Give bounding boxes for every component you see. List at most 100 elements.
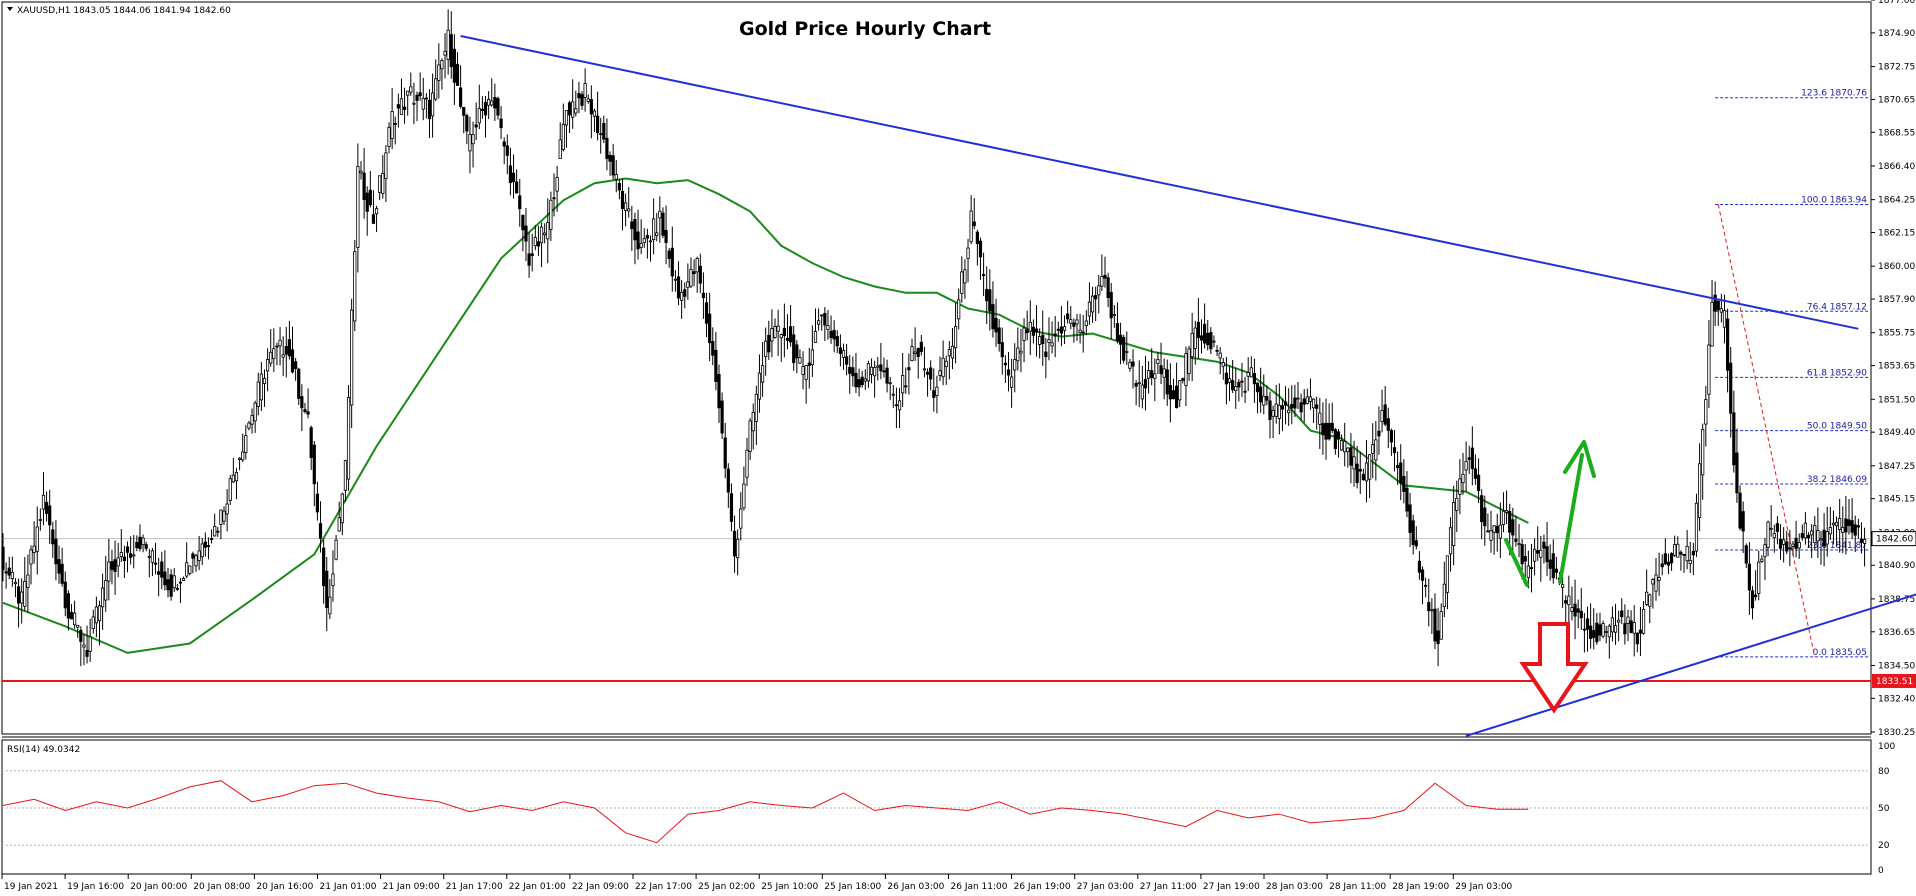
candle-body bbox=[845, 356, 849, 365]
candle-body bbox=[1072, 322, 1076, 327]
candle-body bbox=[1856, 525, 1860, 528]
candle-body bbox=[922, 368, 927, 371]
candle-body bbox=[527, 253, 531, 266]
candle-body bbox=[250, 415, 254, 425]
candle-body bbox=[1542, 541, 1546, 549]
candle-body bbox=[614, 174, 618, 180]
candle-body bbox=[1822, 529, 1826, 547]
candle-body bbox=[1324, 422, 1328, 440]
candle-body bbox=[337, 517, 341, 532]
candle-body bbox=[1844, 518, 1848, 533]
candle-body bbox=[1364, 462, 1369, 482]
bearish-trend-line bbox=[460, 35, 1859, 330]
candle-body bbox=[1097, 285, 1101, 296]
candle-body bbox=[1617, 619, 1621, 623]
candle-body bbox=[574, 108, 578, 114]
candle-body bbox=[1757, 561, 1761, 594]
bullish-support-line bbox=[1465, 593, 1916, 737]
candle-body bbox=[7, 567, 11, 576]
candle-body bbox=[708, 313, 712, 344]
candle-body bbox=[1339, 440, 1344, 451]
candle-body bbox=[1508, 510, 1512, 533]
candle-body bbox=[1626, 616, 1630, 624]
fib-level-label: 0.0 1835.05 bbox=[1813, 648, 1867, 658]
candle-body bbox=[1747, 563, 1751, 591]
candle-body bbox=[135, 542, 139, 549]
candle-body bbox=[754, 393, 758, 422]
candle-body bbox=[91, 616, 95, 629]
candle-body bbox=[160, 561, 164, 578]
candle-body bbox=[1641, 608, 1646, 634]
y-tick-label: 1866.40 bbox=[1878, 162, 1915, 172]
candle-body bbox=[1053, 333, 1057, 337]
candle-body bbox=[1458, 478, 1462, 495]
candle-body bbox=[804, 365, 808, 380]
candle-body bbox=[1788, 547, 1792, 550]
candle-body bbox=[396, 104, 400, 109]
candle-body bbox=[950, 345, 955, 359]
candle-body bbox=[1495, 525, 1499, 534]
candle-body bbox=[929, 367, 933, 380]
candle-body bbox=[125, 546, 130, 553]
candle-body bbox=[879, 364, 883, 372]
candle-body bbox=[1424, 584, 1428, 587]
x-tick-label: 27 Jan 03:00 bbox=[1077, 882, 1134, 892]
candle-body bbox=[119, 552, 123, 557]
candle-body bbox=[1648, 594, 1652, 607]
candle-body bbox=[1791, 543, 1795, 547]
candle-body bbox=[1131, 361, 1135, 367]
candle-body bbox=[888, 382, 892, 385]
annotation-arrows bbox=[1504, 440, 1596, 714]
candle-body bbox=[1498, 524, 1502, 539]
candle-body bbox=[1016, 347, 1020, 362]
candle-body bbox=[312, 444, 316, 485]
candle-body bbox=[216, 530, 220, 533]
candle-body bbox=[1062, 326, 1067, 331]
candle-body bbox=[742, 483, 746, 509]
candle-body bbox=[1433, 608, 1437, 642]
candle-body bbox=[1461, 473, 1465, 484]
candle-body bbox=[281, 354, 285, 358]
candle-body bbox=[723, 437, 727, 469]
candle-body bbox=[1480, 495, 1484, 523]
fib-level-label: 38.2 1846.09 bbox=[1807, 475, 1867, 485]
candle-body bbox=[1336, 431, 1341, 440]
candle-body bbox=[1554, 568, 1558, 573]
candle-body bbox=[169, 574, 173, 597]
candle-body bbox=[1106, 277, 1110, 298]
candle-body bbox=[530, 253, 534, 256]
y-tick-label: 1860.00 bbox=[1878, 262, 1915, 272]
x-tick-label: 22 Jan 01:00 bbox=[509, 882, 566, 892]
candle-body bbox=[374, 208, 379, 215]
candle-body bbox=[1402, 476, 1406, 492]
candle-body bbox=[1511, 519, 1515, 536]
y-tick-label: 1830.25 bbox=[1878, 728, 1915, 738]
candle-body bbox=[620, 191, 625, 209]
candle-body bbox=[1732, 412, 1736, 466]
candle-body bbox=[695, 258, 699, 273]
candle-body bbox=[1548, 559, 1552, 569]
candle-body bbox=[1346, 447, 1350, 452]
candle-body bbox=[552, 197, 556, 200]
candle-body bbox=[1632, 622, 1636, 634]
candle-body bbox=[325, 570, 329, 608]
candle-body bbox=[144, 544, 148, 549]
candle-body bbox=[683, 289, 687, 297]
candle-body bbox=[406, 90, 410, 96]
candle-body bbox=[194, 555, 198, 567]
candle-body bbox=[776, 325, 780, 332]
fib-level-label: 100.0 1863.94 bbox=[1801, 195, 1867, 205]
candle-body bbox=[26, 574, 30, 588]
candle-body bbox=[546, 222, 550, 240]
candle-body bbox=[991, 304, 995, 330]
candle-body bbox=[1536, 550, 1540, 554]
candle-body bbox=[1010, 376, 1014, 388]
candle-body bbox=[505, 145, 509, 156]
candle-body bbox=[1296, 397, 1300, 400]
x-tick-label: 21 Jan 01:00 bbox=[320, 882, 377, 892]
candle-body bbox=[1825, 531, 1829, 545]
candle-body bbox=[1283, 401, 1288, 406]
candle-body bbox=[1691, 550, 1695, 556]
candle-body bbox=[779, 334, 783, 339]
candle-body bbox=[704, 302, 709, 324]
